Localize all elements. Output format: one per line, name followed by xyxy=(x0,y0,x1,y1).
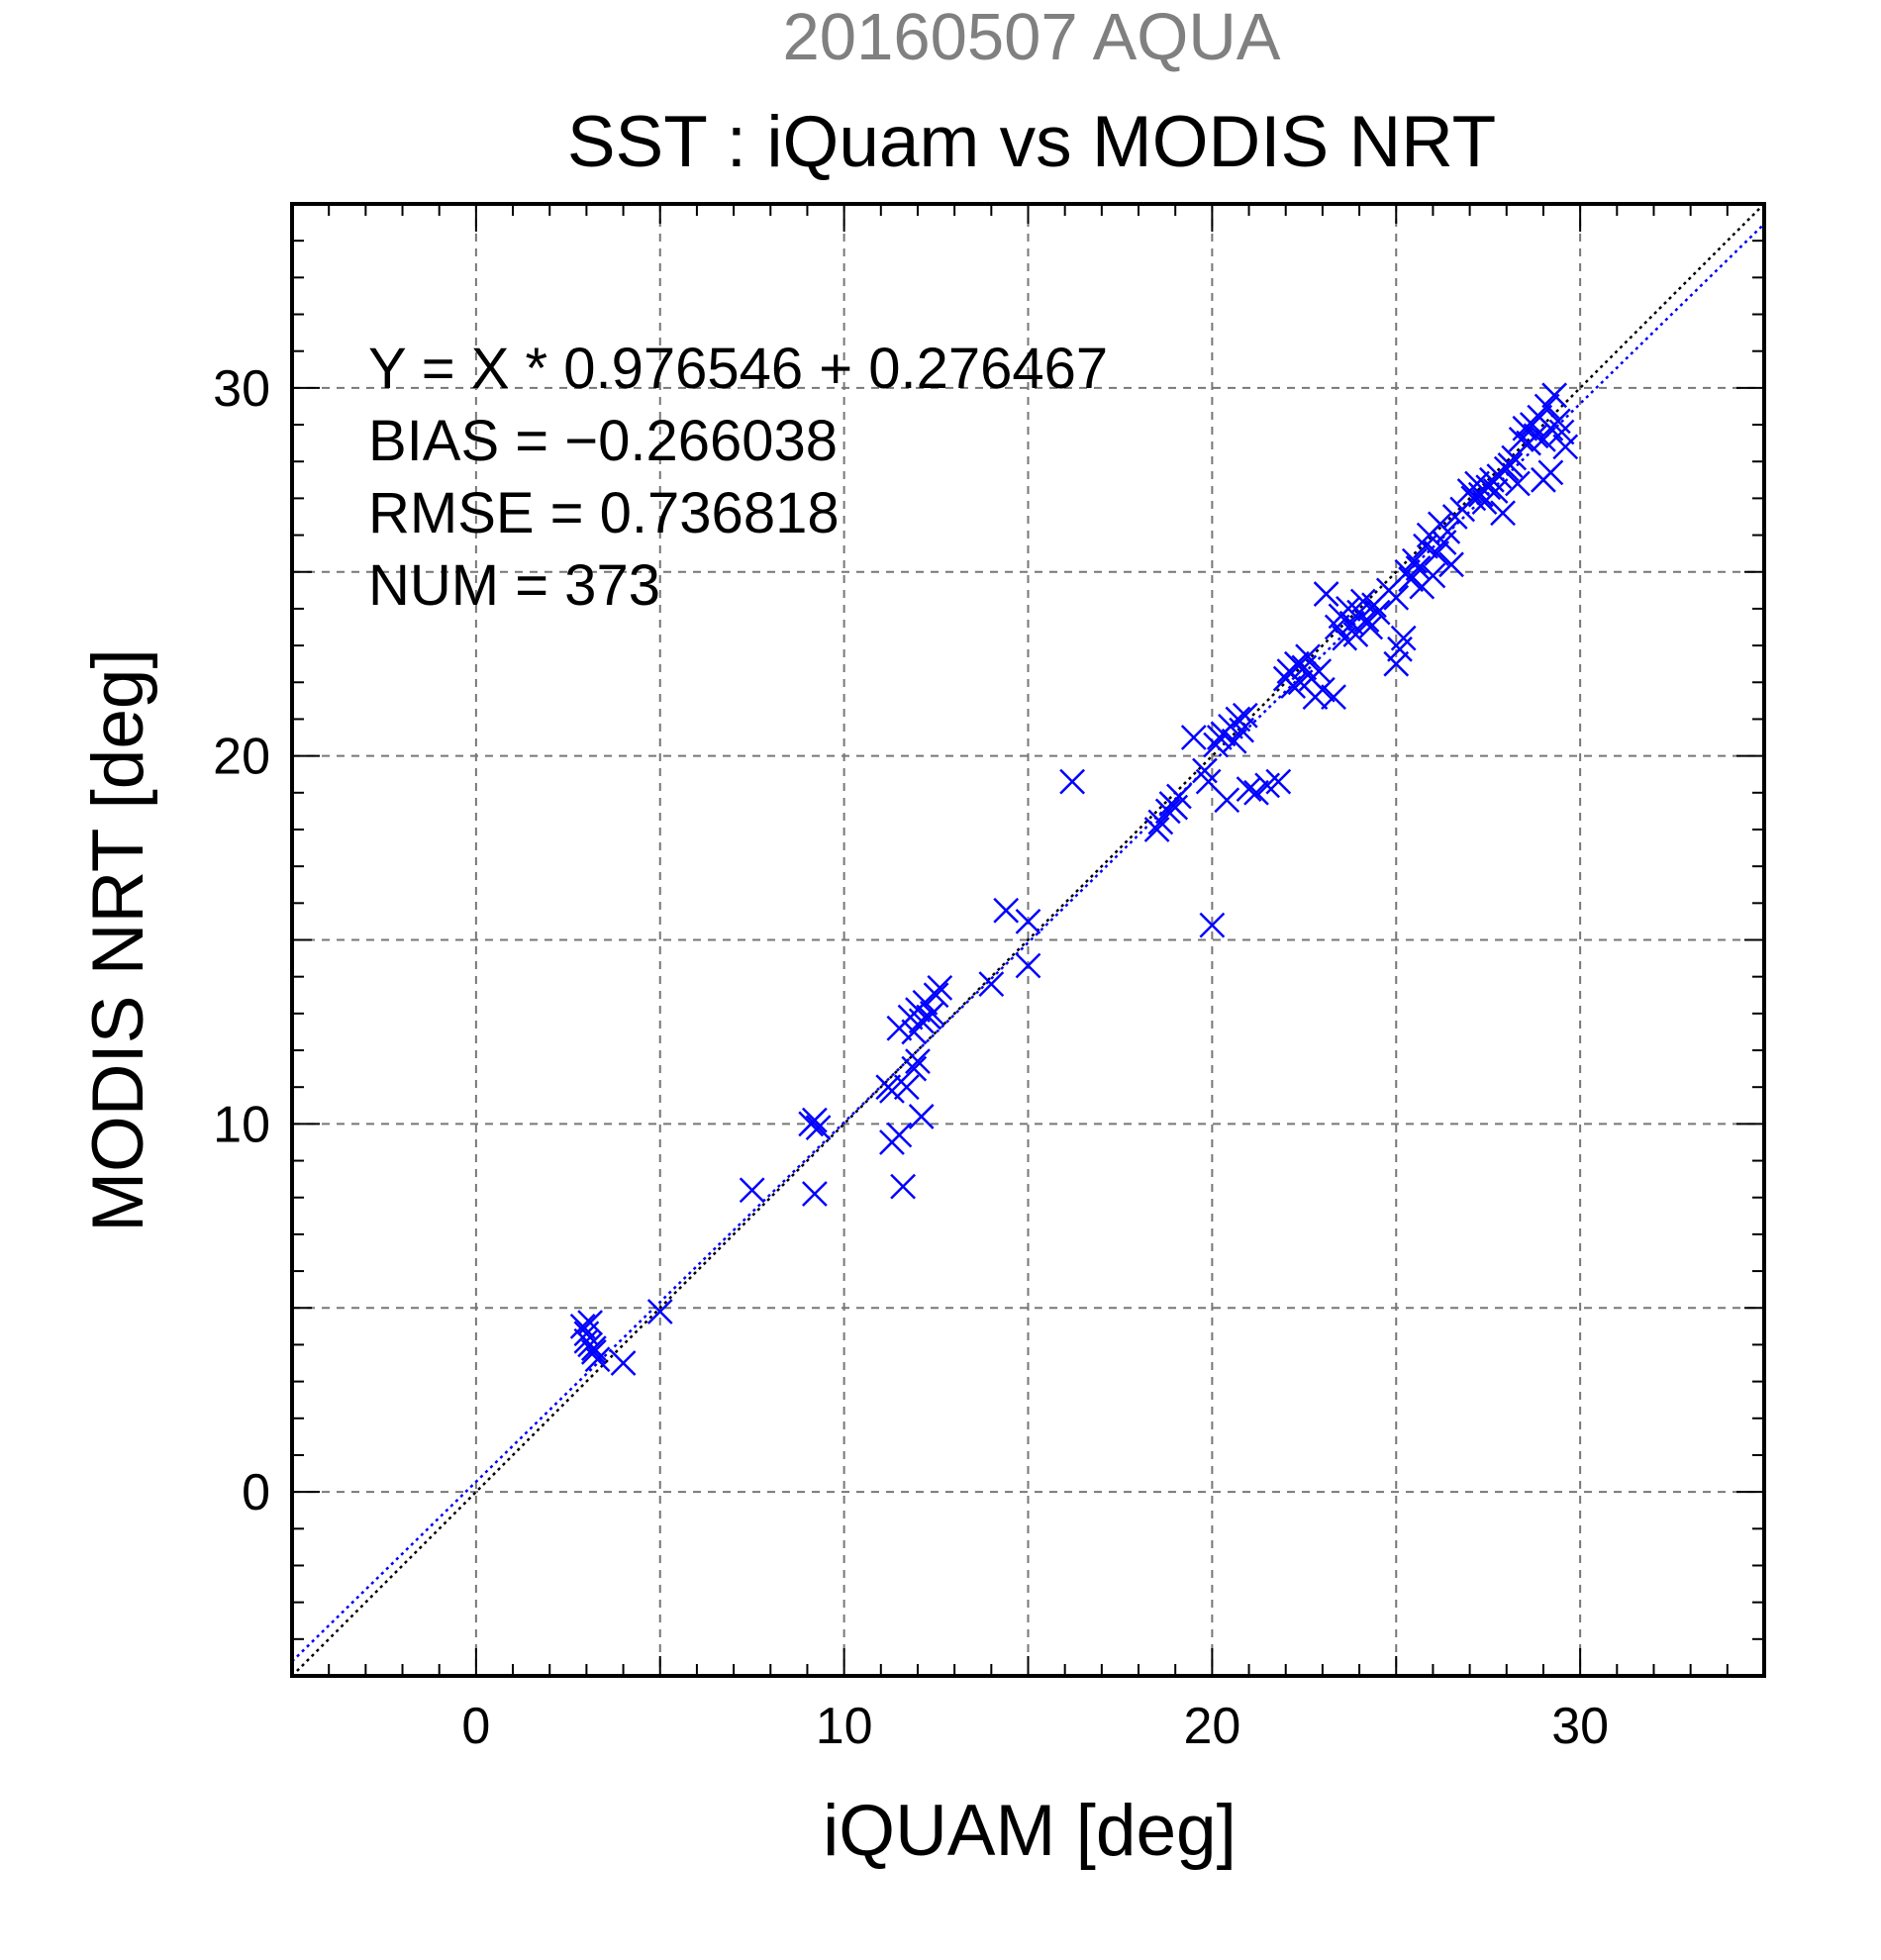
bias-text: BIAS = −0.266038 xyxy=(368,409,838,473)
data-point xyxy=(1180,725,1207,750)
data-point xyxy=(886,1122,913,1148)
data-point xyxy=(1357,614,1384,640)
data-point xyxy=(1482,478,1509,504)
data-point xyxy=(1015,909,1041,934)
data-point xyxy=(890,1173,916,1200)
data-point xyxy=(1015,952,1041,979)
x-tick-label: 10 xyxy=(816,1698,873,1755)
y-tick-label: 10 xyxy=(213,1096,270,1153)
data-point xyxy=(927,974,953,1001)
data-point xyxy=(805,1115,832,1140)
data-point xyxy=(1265,768,1292,795)
one-to-one-line xyxy=(292,204,1764,1676)
data-point xyxy=(905,1048,931,1075)
y-axis-label: MODIS NRT [deg] xyxy=(78,648,158,1232)
data-point xyxy=(1505,470,1531,497)
x-tick-label: 20 xyxy=(1183,1698,1240,1755)
num-text: NUM = 373 xyxy=(368,553,660,618)
data-point xyxy=(1383,584,1410,611)
grid-lines xyxy=(292,204,1764,1676)
data-point xyxy=(1214,787,1240,814)
data-point xyxy=(1552,434,1579,460)
data-point xyxy=(610,1350,637,1376)
data-point xyxy=(569,1313,596,1339)
stats-annotation: Y = X * 0.976546 + 0.276467 BIAS = −0.26… xyxy=(368,337,1108,618)
data-point xyxy=(584,1346,611,1373)
data-point xyxy=(908,1104,935,1129)
data-point xyxy=(1353,607,1380,633)
data-point xyxy=(1232,702,1258,729)
data-point xyxy=(901,1055,928,1082)
data-point xyxy=(1534,393,1560,420)
data-point xyxy=(1310,676,1336,703)
data-point xyxy=(1435,518,1461,544)
data-point xyxy=(1059,768,1085,795)
data-point xyxy=(1531,427,1556,452)
data-point xyxy=(1420,562,1446,589)
data-point xyxy=(1143,817,1170,842)
data-point xyxy=(1548,419,1575,445)
y-tick-label: 30 xyxy=(213,360,270,418)
data-point xyxy=(1497,452,1524,478)
data-point xyxy=(1342,622,1369,647)
y-tick-label: 0 xyxy=(242,1464,270,1521)
data-point xyxy=(1221,728,1247,754)
data-point xyxy=(993,897,1020,924)
data-point xyxy=(1490,500,1516,527)
data-point xyxy=(802,1107,828,1133)
data-point xyxy=(1166,783,1192,810)
data-point xyxy=(1438,551,1464,578)
data-point xyxy=(739,1177,765,1204)
data-point xyxy=(1390,625,1417,651)
data-point xyxy=(1280,673,1307,699)
data-point xyxy=(1424,540,1450,567)
data-point xyxy=(1243,779,1269,806)
chart-title: SST : iQuam vs MODIS NRT xyxy=(567,102,1496,182)
data-points xyxy=(569,382,1579,1376)
data-point xyxy=(1236,776,1262,802)
data-point xyxy=(1531,466,1556,493)
data-point xyxy=(646,1299,673,1324)
data-point xyxy=(1541,382,1567,409)
rmse-text: RMSE = 0.736818 xyxy=(368,481,840,545)
y-tick-labels: 0 10 20 30 xyxy=(213,360,270,1521)
data-point xyxy=(879,1078,905,1104)
data-point xyxy=(577,1331,604,1358)
plot-frame xyxy=(290,202,1766,1678)
reference-line xyxy=(292,204,1764,1676)
y-tick-label: 20 xyxy=(213,729,270,786)
data-point xyxy=(1364,599,1391,626)
x-tick-label: 0 xyxy=(461,1698,490,1755)
data-point xyxy=(1313,581,1339,607)
data-point xyxy=(978,971,1005,997)
data-point xyxy=(1383,650,1410,677)
chart-suptitle: 20160507 AQUA xyxy=(783,0,1281,74)
data-point xyxy=(923,982,949,1009)
data-point xyxy=(802,1181,828,1207)
data-point xyxy=(1154,798,1181,825)
x-tick-labels: 0 10 20 30 xyxy=(461,1698,1609,1755)
data-point xyxy=(580,1338,607,1365)
data-point xyxy=(1512,415,1538,441)
data-point xyxy=(893,1074,920,1101)
data-point xyxy=(1229,717,1254,743)
x-axis-label: iQUAM [deg] xyxy=(823,1791,1237,1871)
data-point xyxy=(1199,912,1226,938)
data-point xyxy=(1401,547,1428,574)
data-point xyxy=(1321,684,1346,711)
data-point xyxy=(1295,643,1321,670)
fit-equation-text: Y = X * 0.976546 + 0.276467 xyxy=(368,337,1108,401)
x-tick-label: 30 xyxy=(1551,1698,1609,1755)
